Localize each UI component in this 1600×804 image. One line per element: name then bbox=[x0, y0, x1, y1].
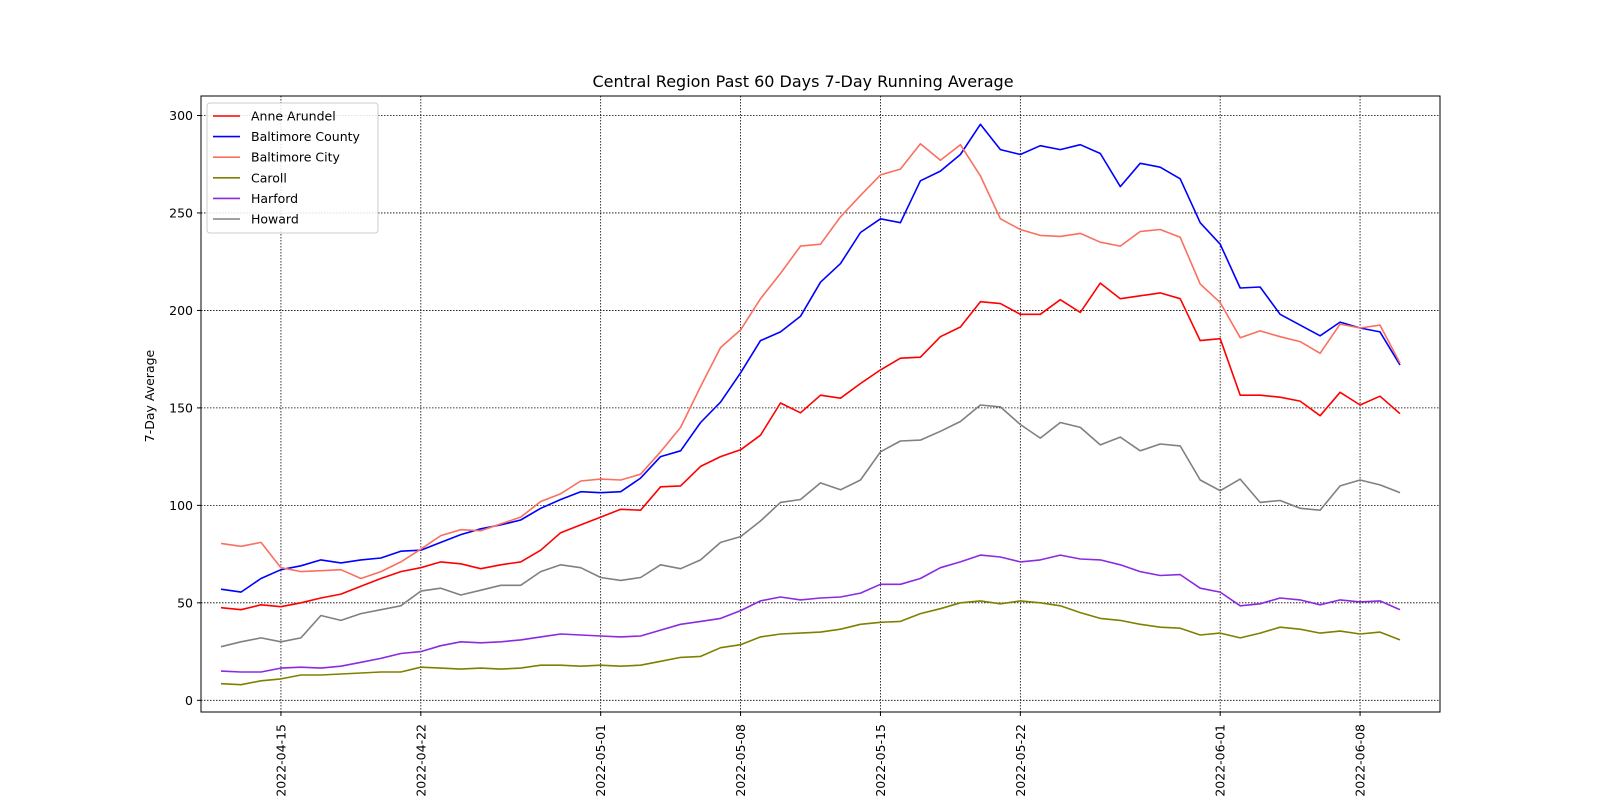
x-tick-label: 2022-06-01 bbox=[1213, 724, 1228, 797]
y-axis-label: 7-Day Average bbox=[142, 349, 157, 442]
x-tick-label: 2022-04-22 bbox=[413, 724, 428, 797]
x-tick-label: 2022-05-22 bbox=[1013, 724, 1028, 797]
ticks-layer: 0 50 100 150 200 250 300 2022-04-15 2022-04-22 20… bbox=[169, 108, 1367, 797]
y-tick-label: 250 bbox=[169, 205, 193, 220]
legend-entry-label: Howard bbox=[251, 212, 299, 227]
series-line-anne-arundel bbox=[220, 282, 1401, 611]
legend-entry-label: Baltimore County bbox=[251, 129, 361, 144]
y-tick-label: 300 bbox=[169, 108, 193, 123]
legend-items: Anne Arundel Baltimore County Baltimore Ci… bbox=[213, 109, 361, 227]
chart-title: Central Region Past 60 Days 7-Day Runnin… bbox=[592, 72, 1013, 91]
x-tick-label: 2022-04-15 bbox=[273, 724, 288, 797]
legend-entry-label: Anne Arundel bbox=[251, 109, 336, 124]
series-line-caroll bbox=[220, 600, 1401, 686]
series-line-baltimore-county bbox=[220, 123, 1401, 593]
y-tick-label: 100 bbox=[169, 498, 193, 513]
series-line-harford bbox=[220, 554, 1401, 673]
legend-entry-label: Baltimore City bbox=[251, 150, 341, 165]
x-tick-label: 2022-05-01 bbox=[593, 724, 608, 797]
x-tick-label: 2022-06-08 bbox=[1353, 724, 1368, 797]
series-layer bbox=[220, 123, 1401, 686]
legend-box bbox=[206, 102, 379, 234]
x-tick-label: 2022-05-08 bbox=[733, 724, 748, 797]
x-tick-label: 2022-05-15 bbox=[873, 724, 888, 797]
legend: Anne Arundel Baltimore County Baltimore Ci… bbox=[206, 102, 379, 234]
plot-frame bbox=[200, 95, 1441, 713]
y-tick-label: 200 bbox=[169, 303, 193, 318]
grid-layer bbox=[201, 96, 1440, 712]
series-line-baltimore-city bbox=[220, 143, 1401, 580]
y-tick-label: 0 bbox=[185, 693, 193, 708]
series-line-howard bbox=[220, 404, 1401, 648]
y-tick-label: 50 bbox=[177, 595, 193, 610]
y-tick-label: 150 bbox=[169, 400, 193, 415]
legend-entry-label: Caroll bbox=[251, 170, 287, 185]
legend-entry-label: Harford bbox=[251, 191, 298, 206]
